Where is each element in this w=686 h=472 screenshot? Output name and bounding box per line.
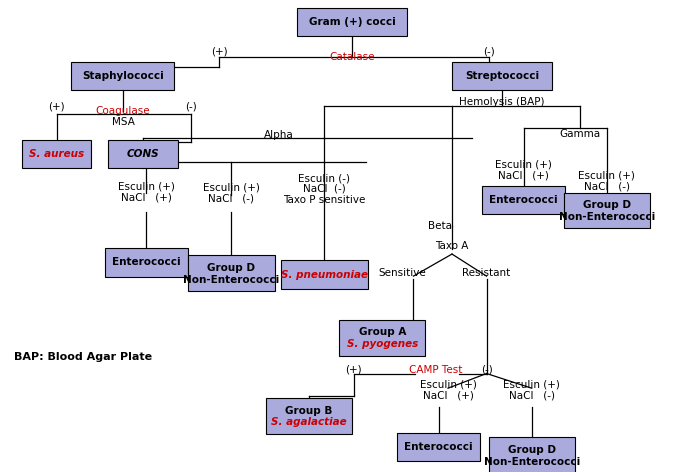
Text: S. agalactiae: S. agalactiae — [271, 417, 347, 428]
Text: Hemolysis (BAP): Hemolysis (BAP) — [459, 97, 545, 107]
Text: (+): (+) — [48, 101, 64, 111]
FancyBboxPatch shape — [266, 398, 353, 434]
FancyBboxPatch shape — [488, 438, 575, 472]
Text: Enterococci: Enterococci — [112, 257, 180, 267]
Text: Gram (+) cocci: Gram (+) cocci — [309, 17, 396, 27]
Text: Taxo P sensitive: Taxo P sensitive — [283, 195, 366, 205]
Text: Streptococci: Streptococci — [465, 71, 539, 81]
Text: Group B: Group B — [285, 405, 333, 416]
Text: Group D: Group D — [207, 263, 255, 273]
Text: BAP: Blood Agar Plate: BAP: Blood Agar Plate — [14, 353, 152, 362]
FancyBboxPatch shape — [298, 8, 407, 36]
FancyBboxPatch shape — [188, 255, 274, 291]
Text: S. pneumoniae: S. pneumoniae — [281, 270, 368, 280]
Text: (+): (+) — [345, 365, 362, 375]
Text: MSA: MSA — [112, 117, 134, 127]
FancyBboxPatch shape — [108, 140, 178, 168]
Text: CONS: CONS — [127, 149, 159, 159]
FancyBboxPatch shape — [71, 61, 174, 90]
Text: NaCl   (+): NaCl (+) — [423, 390, 473, 401]
Text: Staphylococci: Staphylococci — [82, 71, 164, 81]
FancyBboxPatch shape — [564, 193, 650, 228]
Text: (+): (+) — [211, 46, 228, 56]
Text: Esculin (+): Esculin (+) — [504, 380, 560, 390]
FancyBboxPatch shape — [105, 248, 188, 277]
FancyBboxPatch shape — [482, 185, 565, 214]
Text: Sensitive: Sensitive — [378, 269, 426, 278]
Text: NaCl   (-): NaCl (-) — [209, 193, 255, 203]
Text: Non-Enterococci: Non-Enterococci — [183, 275, 279, 285]
Text: Beta: Beta — [428, 221, 452, 231]
Text: Coagulase: Coagulase — [95, 106, 150, 116]
Text: Enterococci: Enterococci — [404, 442, 473, 452]
Text: Group A: Group A — [359, 327, 406, 337]
Text: CAMP Test: CAMP Test — [409, 365, 462, 375]
Text: Enterococci: Enterococci — [489, 195, 558, 205]
Text: NaCl   (+): NaCl (+) — [121, 192, 172, 202]
Text: Group D: Group D — [583, 200, 631, 210]
Text: Catalase: Catalase — [329, 52, 375, 62]
Text: S. aureus: S. aureus — [29, 149, 84, 159]
Text: Non-Enterococci: Non-Enterococci — [484, 456, 580, 466]
Text: Gamma: Gamma — [559, 129, 600, 139]
Text: Non-Enterococci: Non-Enterococci — [558, 211, 655, 222]
Text: Alpha: Alpha — [264, 130, 294, 140]
Text: Esculin (+): Esculin (+) — [495, 160, 552, 169]
Text: Esculin (+): Esculin (+) — [578, 170, 635, 180]
Text: Group D: Group D — [508, 445, 556, 455]
Text: S. pyogenes: S. pyogenes — [346, 339, 418, 349]
Text: Esculin (+): Esculin (+) — [203, 183, 260, 193]
Text: Taxo A: Taxo A — [436, 241, 469, 251]
Text: NaCl   (-): NaCl (-) — [509, 390, 555, 401]
Text: Esculin (+): Esculin (+) — [420, 380, 477, 390]
FancyBboxPatch shape — [21, 140, 91, 168]
Text: Resistant: Resistant — [462, 269, 510, 278]
Text: (-): (-) — [483, 46, 495, 56]
Text: NaCl   (+): NaCl (+) — [498, 170, 549, 180]
Text: Esculin (+): Esculin (+) — [118, 181, 175, 191]
Text: (-): (-) — [185, 101, 198, 111]
Text: NaCl   (-): NaCl (-) — [584, 181, 630, 191]
FancyBboxPatch shape — [339, 320, 425, 355]
FancyBboxPatch shape — [281, 261, 368, 289]
Text: (-): (-) — [481, 365, 493, 375]
FancyBboxPatch shape — [452, 61, 552, 90]
Text: NaCl  (-): NaCl (-) — [303, 184, 346, 194]
FancyBboxPatch shape — [397, 433, 480, 461]
Text: Esculin (-): Esculin (-) — [298, 173, 351, 183]
